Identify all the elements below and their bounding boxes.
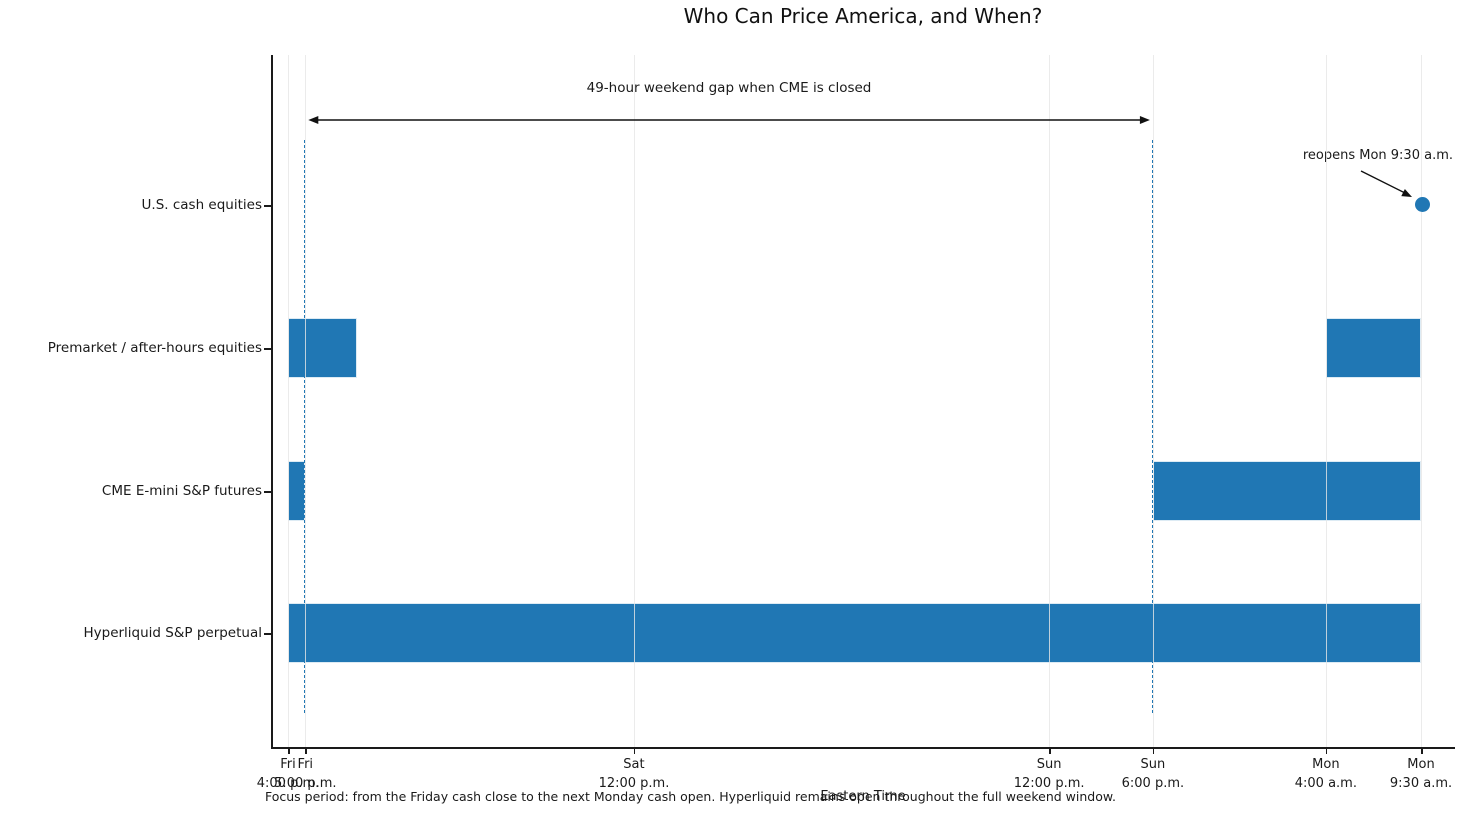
y-tick [264,205,271,207]
reopen-marker-dot [1415,197,1431,212]
gantt-bar [1325,318,1421,378]
gridline [1152,55,1154,747]
x-tick-label: Fri 5:00 p.m. [274,757,337,791]
x-axis-label: Eastern Time [820,789,906,804]
gridline [633,55,635,747]
gantt-bar [288,461,306,521]
y-axis-label: U.S. cash equities [141,197,262,213]
y-axis-label: Hyperliquid S&P perpetual [83,625,262,641]
x-tick-label: Mon 9:30 a.m. [1389,757,1453,791]
gantt-bar [288,318,358,378]
gridline [288,55,289,747]
caption: Focus period: from the Friday cash close… [265,789,1116,804]
dashed-guide-line [1151,140,1153,713]
gap-annotation-text: 49-hour weekend gap when CME is closed [586,80,872,96]
reopen-annotation-text: reopens Mon 9:30 a.m. [1302,148,1453,163]
gridline [1325,55,1327,747]
x-tick [288,747,290,754]
axis-spine-bottom [271,747,1455,749]
gridline [1421,55,1423,747]
x-tick-label: Sun 6:00 p.m. [1121,757,1185,791]
axis-spine-left [271,55,273,747]
x-tick-label: Mon 4:00 a.m. [1294,757,1357,791]
y-tick [264,633,271,635]
gantt-bar [1152,461,1421,521]
gridline [1049,55,1051,747]
y-tick [264,348,271,350]
gridline [305,55,307,747]
x-tick [633,747,636,754]
y-tick [264,491,271,493]
x-tick-label: Sat 12:00 p.m. [598,757,670,791]
x-tick [1325,747,1328,754]
x-tick-label: Fri 4:00 p.m. [256,757,320,791]
x-tick [1421,747,1423,754]
chart-title: Who Can Price America, and When? [683,4,1043,28]
x-tick [305,747,307,754]
x-tick-label: Sun 12:00 p.m. [1013,757,1085,791]
y-axis-label: CME E-mini S&P futures [101,483,262,499]
dashed-guide-line [304,140,306,713]
x-tick [1152,747,1155,754]
x-tick [1049,747,1051,754]
y-axis-label: Premarket / after-hours equities [47,340,262,356]
gantt-bar [288,603,1422,663]
